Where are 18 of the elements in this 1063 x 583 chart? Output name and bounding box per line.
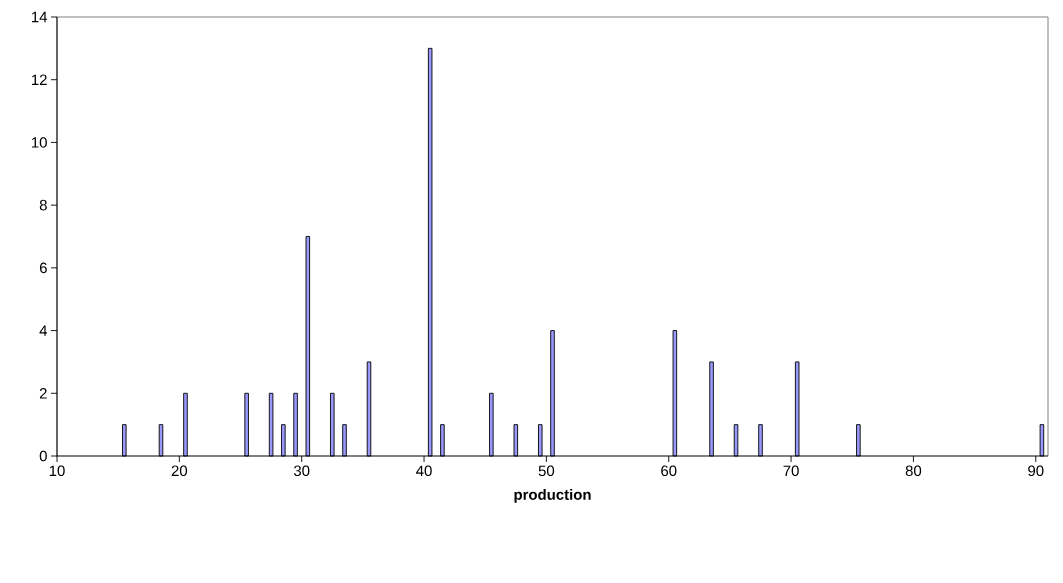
x-tick-label: 30 — [293, 465, 310, 477]
y-tick-label: 12 — [32, 74, 47, 85]
y-tick-label: 14 — [32, 11, 48, 23]
x-tick-label: 60 — [661, 465, 677, 477]
x-tick-label: 40 — [416, 465, 432, 477]
y-tick-label: 8 — [39, 199, 47, 211]
y-tick-label: 10 — [32, 137, 47, 148]
y-tick-label: 2 — [39, 388, 47, 399]
x-tick-label: 90 — [1028, 465, 1044, 477]
x-tick-label: 80 — [905, 465, 922, 477]
y-tick-label: 4 — [39, 325, 48, 336]
x-tick-label: 70 — [783, 465, 799, 477]
x-tick-label: 50 — [538, 465, 555, 477]
x-axis-title: production — [514, 488, 591, 503]
x-tick-label: 20 — [171, 465, 188, 477]
y-tick-label: 6 — [39, 262, 47, 274]
y-tick-label: 0 — [39, 450, 47, 462]
x-tick-label: 10 — [49, 465, 65, 477]
